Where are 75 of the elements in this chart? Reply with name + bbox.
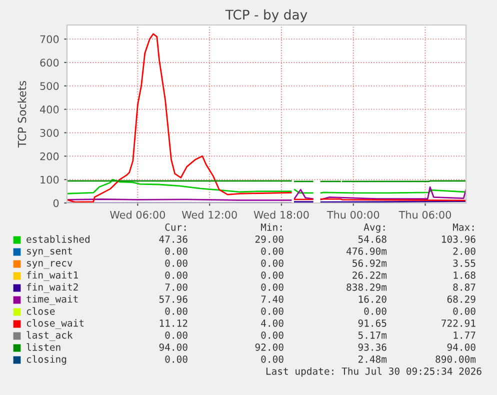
text: 29.00 (255, 235, 284, 243)
x-tick-label: Wed 18:00 (254, 210, 309, 219)
text: 93.36 (358, 343, 386, 351)
legend-label: syn_sent (27, 248, 72, 257)
legend-label: fin_wait1 (26, 271, 78, 281)
text: 91.65 (358, 319, 386, 327)
text: Min: (260, 223, 282, 231)
text: Last update: Thu Jul 30 09:25:34 2026 (266, 367, 482, 377)
text: 2.00 (453, 247, 476, 255)
text: 0.00 (261, 283, 284, 291)
y-tick-label: 300 (40, 128, 59, 137)
text: Avg: (364, 224, 385, 233)
text: 57.96 (159, 295, 188, 303)
text: 92.00 (255, 343, 284, 351)
y-tick-label: 400 (40, 106, 59, 114)
text: 3.55 (453, 259, 476, 267)
text: 26.22m (352, 271, 387, 279)
text: 476.90m (346, 247, 387, 255)
text: 0.00 (165, 271, 188, 279)
legend-label: fin_wait2 (26, 283, 78, 293)
text: 7.00 (165, 283, 188, 291)
chart-title: TCP - by day (225, 9, 308, 22)
text: 0.00 (165, 259, 188, 267)
legend-label: closing (26, 355, 66, 365)
text: 47.36 (159, 235, 188, 243)
text: 0.00 (261, 307, 284, 315)
text: 890.00m (436, 355, 476, 363)
text: 0.00 (261, 271, 284, 279)
text: 68.29 (447, 295, 476, 303)
legend-label: last_ack (26, 331, 73, 341)
text: 54.68 (358, 235, 386, 243)
text: Max: (452, 224, 474, 231)
y-tick-label: 100 (40, 176, 59, 184)
text: 0.00 (165, 355, 188, 363)
text: 0.00 (261, 259, 284, 267)
text: 2.48m (358, 355, 387, 363)
legend-label: syn_recv (27, 260, 72, 269)
y-axis-title: TCP Sockets (18, 80, 26, 148)
text: 0.00 (165, 307, 188, 315)
legend-label: close_wait (26, 319, 84, 329)
y-tick-label: 700 (40, 35, 59, 44)
text: 0.00 (165, 247, 188, 255)
text: 94.00 (447, 343, 476, 351)
text: 0.00 (453, 307, 476, 315)
text: 0.00 (261, 331, 284, 339)
y-tick-label: 200 (40, 152, 59, 160)
text: 0.00 (364, 307, 386, 315)
x-tick-label: Wed 06:00 (110, 210, 166, 219)
text: 1.77 (454, 332, 476, 339)
text: 94.00 (159, 343, 188, 351)
text: 838.29m (346, 283, 387, 291)
x-tick-label: Wed 12:00 (182, 210, 237, 219)
text: 0.00 (165, 331, 188, 339)
legend-label: listen (26, 343, 60, 351)
text: Cur: (165, 223, 186, 231)
text: 5.17m (358, 332, 387, 339)
legend-label: close (26, 307, 55, 315)
text: 7.40 (261, 295, 284, 303)
x-tick-label: Thu 00:00 (326, 210, 380, 219)
text: 0.00 (261, 247, 284, 255)
legend-label: time_wait (26, 295, 78, 305)
y-tick-label: 600 (40, 58, 59, 67)
text: 4.00 (261, 319, 284, 327)
text: 0.00 (261, 355, 284, 363)
text: 16.20 (358, 295, 386, 303)
y-tick-label: 500 (40, 82, 59, 90)
legend-label: established (26, 235, 90, 243)
text: 56.92m (352, 259, 387, 267)
text: 103.96 (442, 235, 476, 243)
text: 8.87 (453, 283, 476, 291)
text: 11.12 (160, 319, 188, 327)
x-tick-label: Thu 06:00 (398, 210, 452, 219)
text: 722.91 (442, 319, 476, 327)
text: 1.68 (454, 271, 476, 279)
y-tick-label: 0 (53, 199, 59, 208)
